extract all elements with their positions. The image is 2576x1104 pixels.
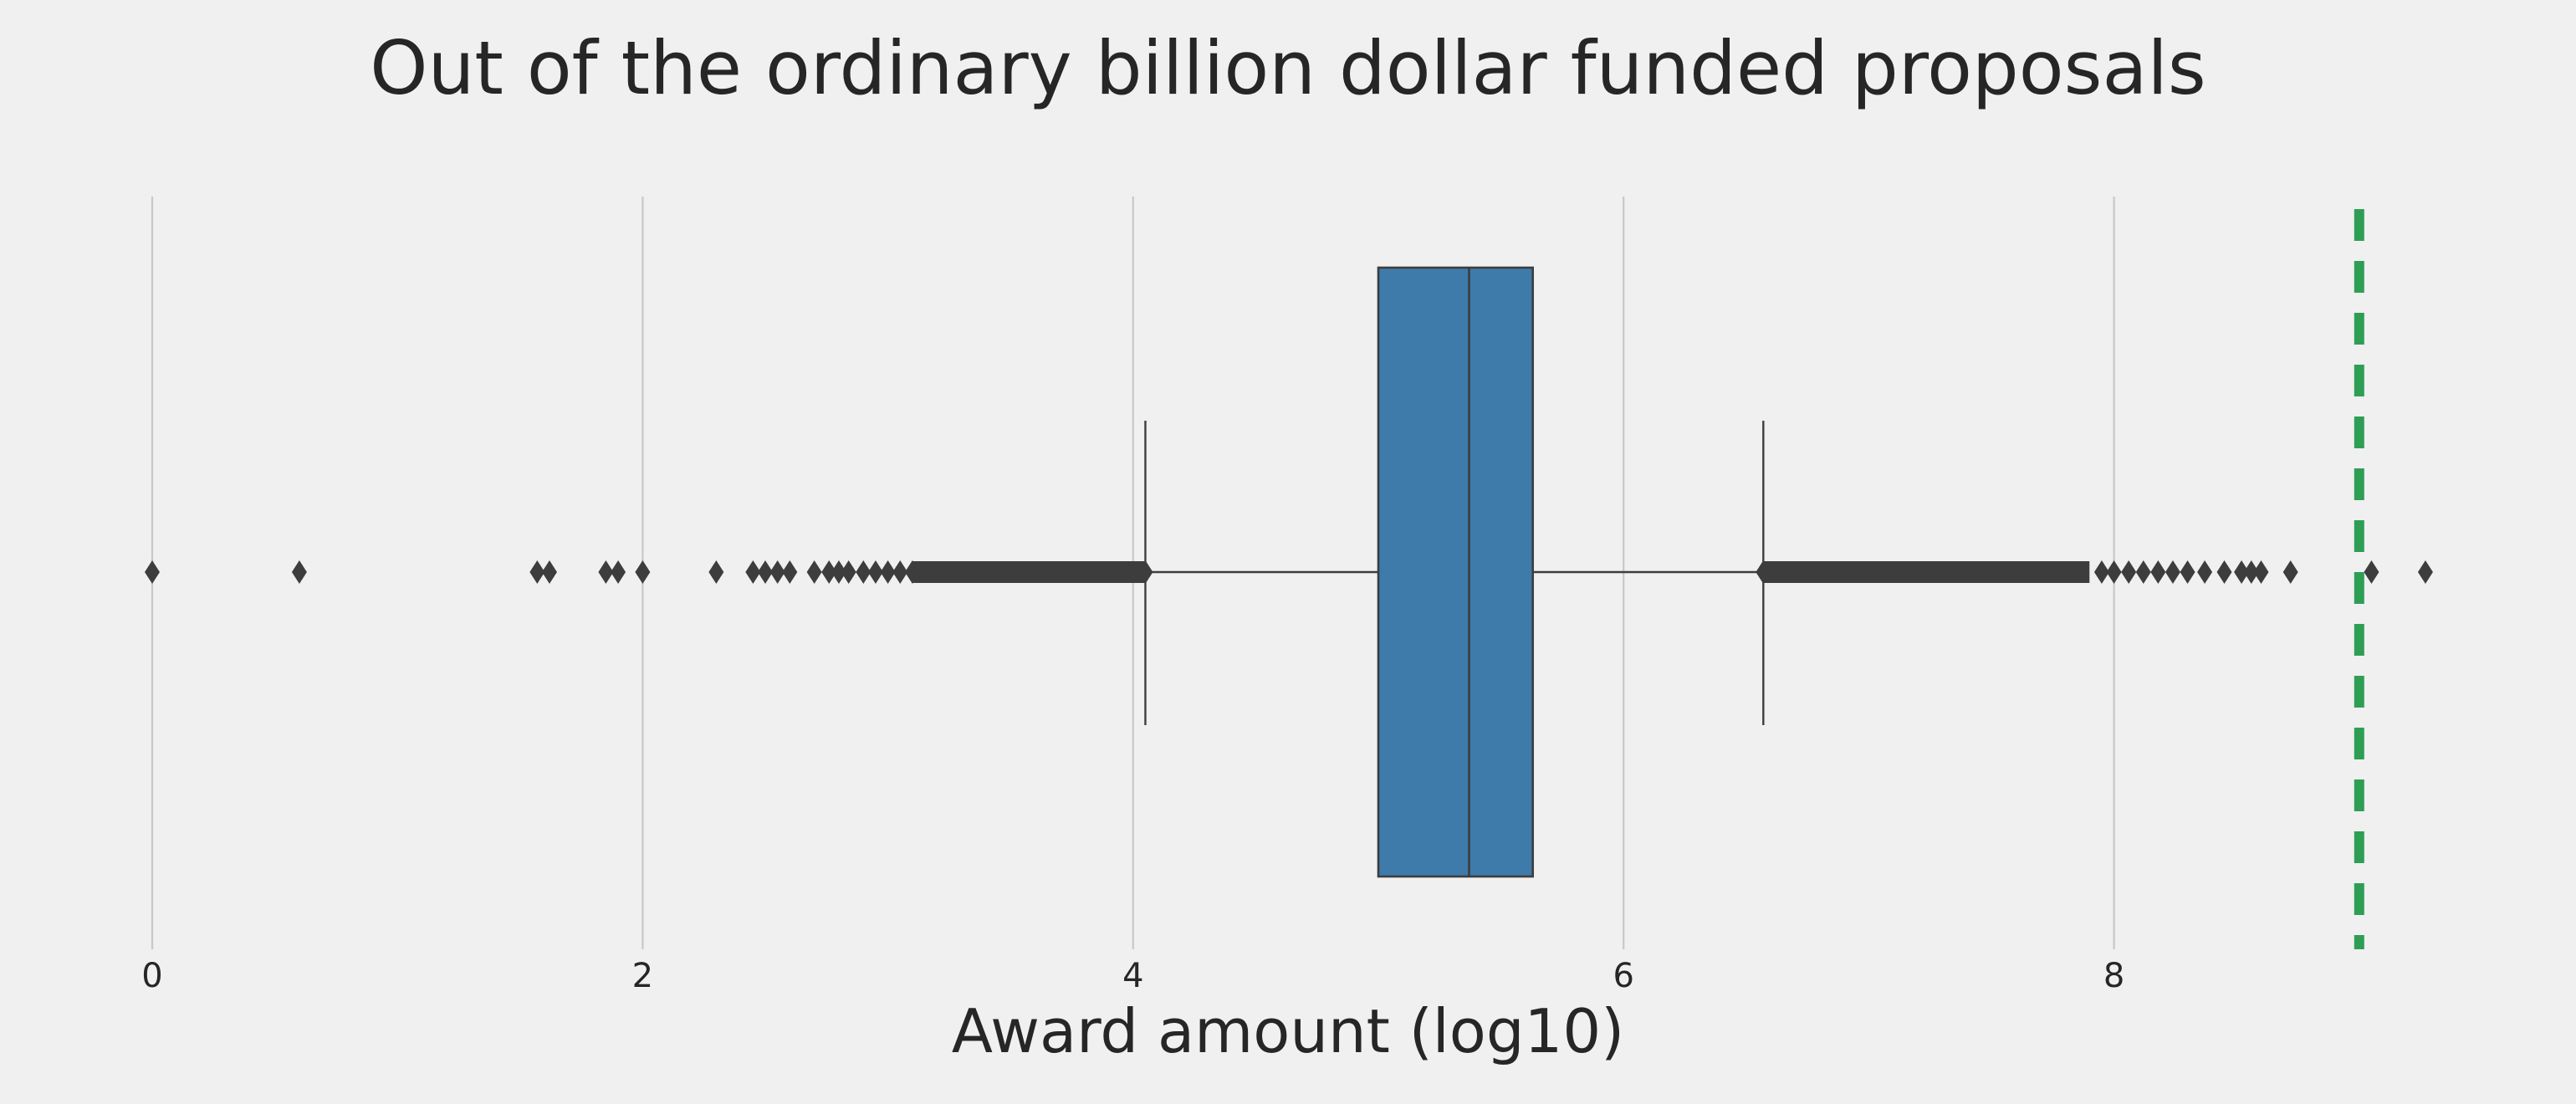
outlier-point [867,560,883,584]
outlier-point [841,560,856,584]
box [1377,266,1535,878]
outlier-point [2243,560,2259,584]
outlier-point [2106,560,2122,584]
outliers [145,560,2433,584]
x-tick-label: 2 [632,957,653,995]
x-axis-label: Award amount (log10) [952,996,1625,1066]
x-tick-label: 8 [2103,957,2124,995]
outlier-point [635,560,651,584]
outlier-point [892,560,908,584]
outlier-point [529,560,545,584]
outlier-point [291,560,307,584]
outlier-point [904,560,920,584]
outlier-point [2093,560,2109,584]
outlier-point [821,560,837,584]
outlier-point [2234,560,2250,584]
outlier-point [2135,560,2151,584]
outlier-point [2165,560,2180,584]
x-tick-label: 0 [141,957,162,995]
iqr-box [1377,266,1535,878]
outlier-point [1137,560,1153,584]
outlier-point [145,560,160,584]
outlier-point [2417,560,2433,584]
x-tick-label: 6 [1613,957,1633,995]
outlier-point [745,560,761,584]
outlier-point [598,560,614,584]
outlier-point [758,560,773,584]
outlier-point [2282,560,2298,584]
outlier-point [856,560,871,584]
outlier-point [1756,560,1771,584]
outlier-point [769,560,785,584]
outlier-point [708,560,724,584]
outlier-point [2197,560,2213,584]
outlier-point [2364,560,2379,584]
x-tick-label: 4 [1122,957,1143,995]
outlier-point [880,560,896,584]
x-tick-labels: 0 2 4 6 8 [141,957,2124,995]
chart-title: Out of the ordinary billion dollar funde… [370,25,2205,111]
outlier-point [2121,560,2137,584]
outlier-point [2216,560,2232,584]
outlier-point [541,560,557,584]
outlier-cluster [912,561,1146,583]
outlier-point [782,560,798,584]
outlier-point [2253,560,2269,584]
outlier-point [2150,560,2166,584]
outlier-cluster [1763,561,2090,583]
outlier-point [2180,560,2195,584]
outlier-point [831,560,846,584]
outlier-point [611,560,626,584]
outlier-point [806,560,822,584]
